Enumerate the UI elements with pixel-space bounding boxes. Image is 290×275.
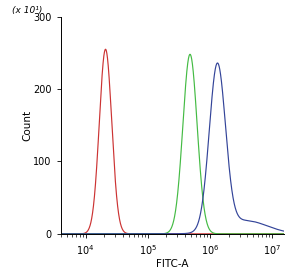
- Y-axis label: Count: Count: [22, 110, 32, 141]
- X-axis label: FITC-A: FITC-A: [156, 259, 189, 270]
- Text: (x 10¹): (x 10¹): [12, 6, 42, 15]
